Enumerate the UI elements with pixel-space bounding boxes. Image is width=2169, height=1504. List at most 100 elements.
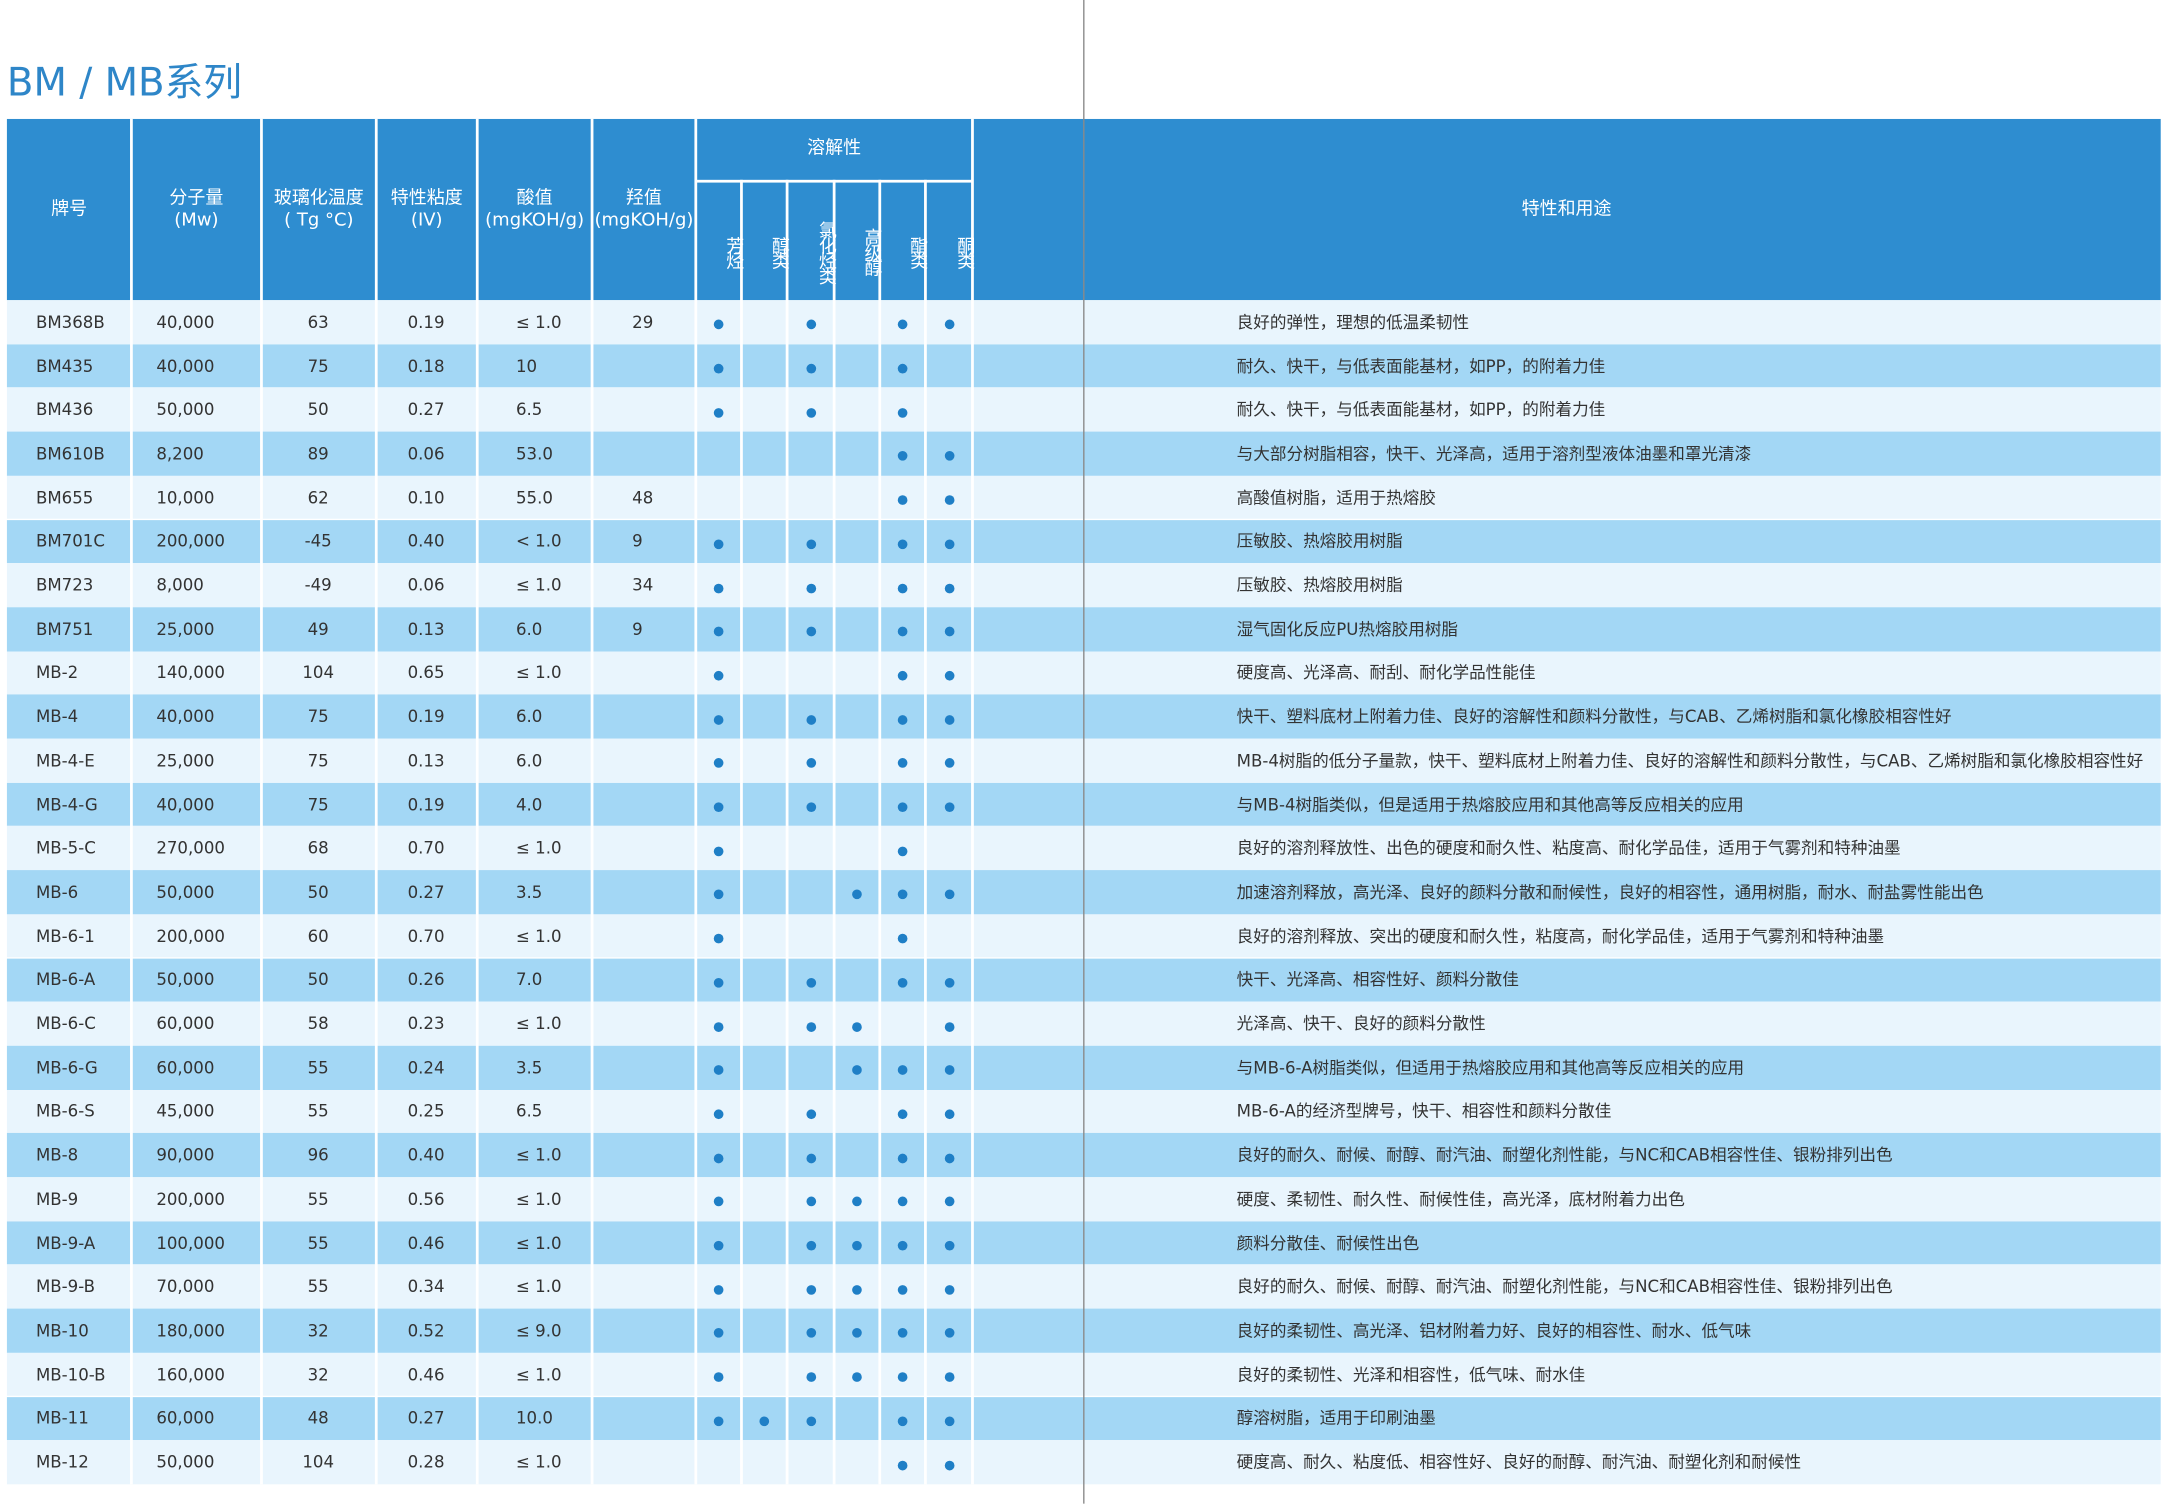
cell-text: 55.0 xyxy=(515,487,553,508)
solubility-dot xyxy=(805,1109,816,1120)
cell-text: 0.25 xyxy=(407,1101,445,1122)
header-line: 酸值 xyxy=(516,187,553,209)
cell-text: MB-6-A的经济型牌号，快干、相容性和颜料分散佳 xyxy=(1236,1101,1612,1122)
solubility-dot xyxy=(897,626,908,637)
solubility-dot xyxy=(897,846,908,856)
cell-text: 0.52 xyxy=(407,1320,445,1341)
cell-text: 0.70 xyxy=(407,926,445,946)
cell-text: MB-4 xyxy=(35,707,79,727)
cell-text: 160,000 xyxy=(156,1364,225,1385)
column-separator xyxy=(475,118,479,1485)
cell-text: ≤ 1.0 xyxy=(515,926,562,946)
cell-text: 良好的弹性，理想的低温柔韧性 xyxy=(1236,312,1470,332)
column-header: 牌号 xyxy=(7,119,131,300)
cell-text: MB-4树脂的低分子量款，快干、塑料底材上附着力佳、良好的溶解性和颜料分散性，与… xyxy=(1236,750,2144,771)
solubility-dot xyxy=(713,407,724,418)
solubility-dot xyxy=(713,802,724,813)
column-separator xyxy=(924,179,927,1485)
solubility-dot xyxy=(713,670,724,681)
solubility-dot xyxy=(713,363,724,374)
cell-text: 50,000 xyxy=(156,400,215,420)
cell-text: 60,000 xyxy=(156,1014,215,1034)
cell-text: MB-6-G xyxy=(35,1057,98,1078)
solubility-dot xyxy=(897,1328,908,1339)
solubility-dot xyxy=(713,320,724,330)
cell-text: BM751 xyxy=(35,619,94,639)
solubility-dot xyxy=(897,407,908,418)
cell-text: ≤ 9.0 xyxy=(515,1320,562,1341)
cell-text: MB-6-1 xyxy=(35,926,95,946)
cell-text: BM723 xyxy=(35,575,94,595)
cell-text: 0.24 xyxy=(407,1057,445,1078)
solubility-dot xyxy=(805,363,816,374)
cell-text: 0.27 xyxy=(407,882,445,902)
solubility-dot xyxy=(944,1021,954,1032)
cell-text: 200,000 xyxy=(156,926,225,946)
solvent-header: 酯类 xyxy=(906,235,927,267)
solubility-dot xyxy=(897,1153,908,1163)
cell-text: 25,000 xyxy=(156,619,215,639)
cell-text: 0.34 xyxy=(407,1277,445,1297)
cell-text: 加速溶剂释放，高光泽、良好的颜料分散和耐候性，良好的相容性，通用树脂，耐水、耐盐… xyxy=(1236,882,1984,902)
solubility-dot xyxy=(897,802,908,813)
solubility-dot xyxy=(944,495,954,506)
column-separator xyxy=(130,118,133,1485)
cell-text: 96 xyxy=(307,1145,329,1165)
cell-text: 10 xyxy=(515,356,538,376)
cell-text: 104 xyxy=(302,1452,335,1472)
solubility-dot xyxy=(897,1197,908,1207)
cell-text: ≤ 1.0 xyxy=(515,1364,562,1385)
solubility-dot xyxy=(713,1021,724,1032)
column-header: 特性粘度 (IV) xyxy=(376,119,477,300)
cell-text: 90,000 xyxy=(156,1145,215,1165)
cell-text: 良好的耐久、耐候、耐醇、耐汽油、耐塑化剂性能，与NC和CAB相容性佳、银粉排列出… xyxy=(1236,1277,1893,1297)
cell-text: 63 xyxy=(307,312,329,332)
solubility-dot xyxy=(713,714,724,725)
cell-text: 200,000 xyxy=(156,1189,225,1209)
column-separator xyxy=(590,118,594,1485)
cell-text: 55 xyxy=(307,1101,329,1122)
solubility-dot xyxy=(805,1197,816,1207)
cell-text: 0.56 xyxy=(407,1189,445,1209)
solubility-header: 溶解性 xyxy=(807,138,862,160)
cell-text: ≤ 1.0 xyxy=(515,663,562,683)
solubility-dot xyxy=(713,1109,724,1120)
cell-text: 50,000 xyxy=(156,882,215,902)
cell-text: 9 xyxy=(632,619,643,639)
cell-text: BM435 xyxy=(35,356,94,376)
solubility-dot xyxy=(944,1153,954,1163)
solubility-dot xyxy=(897,1372,908,1383)
solubility-dot xyxy=(944,1065,954,1076)
solubility-dot xyxy=(852,1284,862,1295)
column-header: 酸值 (mgKOH/g) xyxy=(477,119,592,300)
cell-text: 0.40 xyxy=(407,1145,445,1165)
cell-text: 40,000 xyxy=(156,356,215,376)
cell-text: 32 xyxy=(307,1320,329,1341)
cell-text: 60,000 xyxy=(156,1408,215,1429)
cell-text: 醇溶树脂，适用于印刷油墨 xyxy=(1236,1408,1436,1429)
solubility-dot xyxy=(713,1328,724,1339)
solubility-dot xyxy=(852,1328,862,1339)
solubility-dot xyxy=(713,1284,724,1295)
column-header: 分子量 (Mw) xyxy=(131,119,261,300)
solubility-dot xyxy=(944,714,954,725)
cell-text: 0.19 xyxy=(407,707,445,727)
header-line: (mgKOH/g) xyxy=(594,209,694,231)
solubility-dot xyxy=(897,1416,908,1426)
cell-text: 270,000 xyxy=(156,838,225,858)
solubility-dot xyxy=(897,539,908,549)
cell-text: MB-9 xyxy=(35,1189,79,1209)
cell-text: 68 xyxy=(307,838,329,858)
solubility-dot xyxy=(897,1109,908,1120)
cell-text: 40,000 xyxy=(156,707,215,727)
page-title: BM / MB系列 xyxy=(6,59,243,106)
cell-text: 34 xyxy=(632,575,654,595)
cell-text: ≤ 1.0 xyxy=(515,838,562,858)
solubility-dot xyxy=(713,890,724,900)
solubility-dot xyxy=(805,1284,816,1295)
cell-text: 硬度、柔韧性、耐久性、耐候性佳，高光泽，底材附着力出色 xyxy=(1236,1189,1685,1209)
solubility-dot xyxy=(897,363,908,374)
solubility-dot xyxy=(897,583,908,593)
cell-text: 58 xyxy=(307,1014,329,1034)
column-separator xyxy=(971,118,974,1485)
